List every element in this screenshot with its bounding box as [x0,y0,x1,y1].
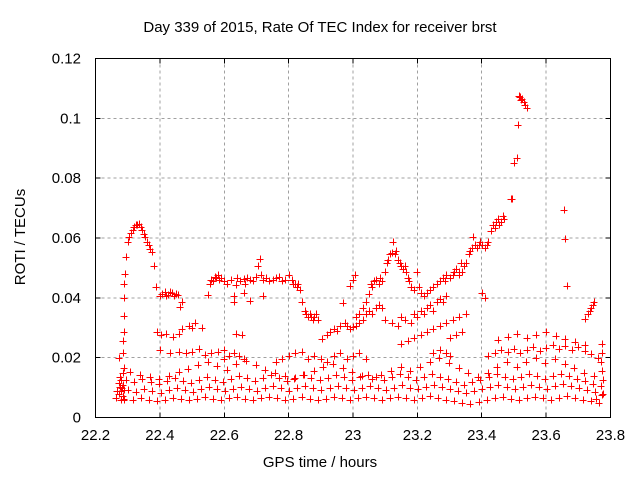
y-tick-label: 0.1 [60,110,81,127]
y-tick-label: 0.02 [52,350,81,367]
x-tick-label: 22.8 [274,427,303,444]
x-tick-label: 23.4 [467,427,496,444]
axis-ticks [95,58,611,418]
x-tick-label: 23.2 [403,427,432,444]
chart-title: Day 339 of 2015, Rate Of TEC Index for r… [143,19,497,36]
plot-frame [95,58,611,418]
y-tick-label: 0 [73,410,81,427]
x-tick-label: 23 [345,427,362,444]
y-tick-label: 0.06 [52,230,81,247]
x-tick-label: 22.2 [81,427,110,444]
y-tick-label: 0.08 [52,170,81,187]
x-tick-label: 22.4 [145,427,174,444]
x-tick-label: 23.8 [596,427,625,444]
x-axis-label: GPS time / hours [263,454,377,471]
y-axis-label: ROTI / TECUs [12,189,29,285]
grid-lines [95,58,611,418]
x-tick-label: 23.6 [531,427,560,444]
scatter-points [112,92,607,408]
x-tick-label: 22.6 [210,427,239,444]
y-tick-label: 0.12 [52,51,81,68]
y-tick-label: 0.04 [52,290,81,307]
